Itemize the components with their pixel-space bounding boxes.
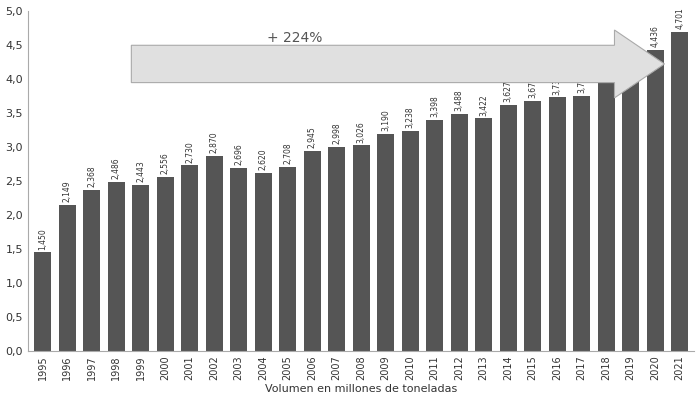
Text: + 224%: + 224% — [267, 32, 322, 46]
Text: 2,870: 2,870 — [210, 132, 218, 153]
Bar — [500, 104, 517, 351]
Bar — [279, 167, 296, 351]
Bar — [132, 185, 149, 351]
Text: 3,238: 3,238 — [406, 106, 414, 128]
Bar — [181, 166, 198, 351]
Text: 3,758: 3,758 — [578, 71, 586, 93]
Bar — [402, 131, 419, 351]
Bar — [230, 168, 247, 351]
Text: 3,488: 3,488 — [455, 90, 463, 111]
Text: 2,149: 2,149 — [63, 180, 71, 202]
Bar — [328, 147, 345, 351]
Bar — [206, 156, 223, 351]
Text: 2,486: 2,486 — [112, 158, 120, 179]
Bar — [108, 182, 125, 351]
Text: 4,701: 4,701 — [676, 7, 684, 29]
Text: 1,450: 1,450 — [38, 228, 47, 250]
Bar — [377, 134, 394, 351]
Polygon shape — [132, 30, 664, 98]
Bar — [34, 252, 51, 351]
Text: 3,983: 3,983 — [626, 56, 635, 78]
Bar — [426, 120, 443, 351]
Bar — [83, 190, 100, 351]
Bar — [255, 173, 272, 351]
Text: 2,443: 2,443 — [136, 160, 145, 182]
Text: 3,731: 3,731 — [553, 73, 561, 95]
Text: 3,676: 3,676 — [528, 77, 537, 98]
Bar — [671, 32, 688, 351]
Bar — [549, 98, 566, 351]
Bar — [304, 151, 321, 351]
Bar — [451, 114, 468, 351]
Bar — [353, 145, 370, 351]
Text: 2,368: 2,368 — [88, 166, 96, 187]
Text: 3,974: 3,974 — [602, 56, 610, 78]
Text: 2,696: 2,696 — [234, 143, 243, 165]
Text: 2,998: 2,998 — [332, 123, 341, 144]
Text: 2,620: 2,620 — [259, 148, 267, 170]
Bar — [59, 205, 76, 351]
Text: 3,026: 3,026 — [357, 121, 365, 142]
Bar — [524, 101, 541, 351]
Text: 2,945: 2,945 — [308, 126, 316, 148]
Bar — [475, 118, 492, 351]
Text: 2,556: 2,556 — [161, 153, 169, 174]
Text: 2,730: 2,730 — [186, 141, 194, 163]
Bar — [647, 50, 664, 351]
Bar — [598, 81, 615, 351]
Text: 4,436: 4,436 — [651, 25, 659, 47]
Text: 2,708: 2,708 — [284, 142, 292, 164]
Bar — [157, 177, 174, 351]
Text: 3,398: 3,398 — [430, 96, 439, 117]
Bar — [622, 80, 639, 351]
Text: 3,190: 3,190 — [382, 110, 390, 132]
Text: 3,422: 3,422 — [480, 94, 488, 116]
Bar — [573, 96, 590, 351]
X-axis label: Volumen en millones de toneladas: Volumen en millones de toneladas — [265, 384, 457, 394]
Text: 3,627: 3,627 — [504, 80, 512, 102]
